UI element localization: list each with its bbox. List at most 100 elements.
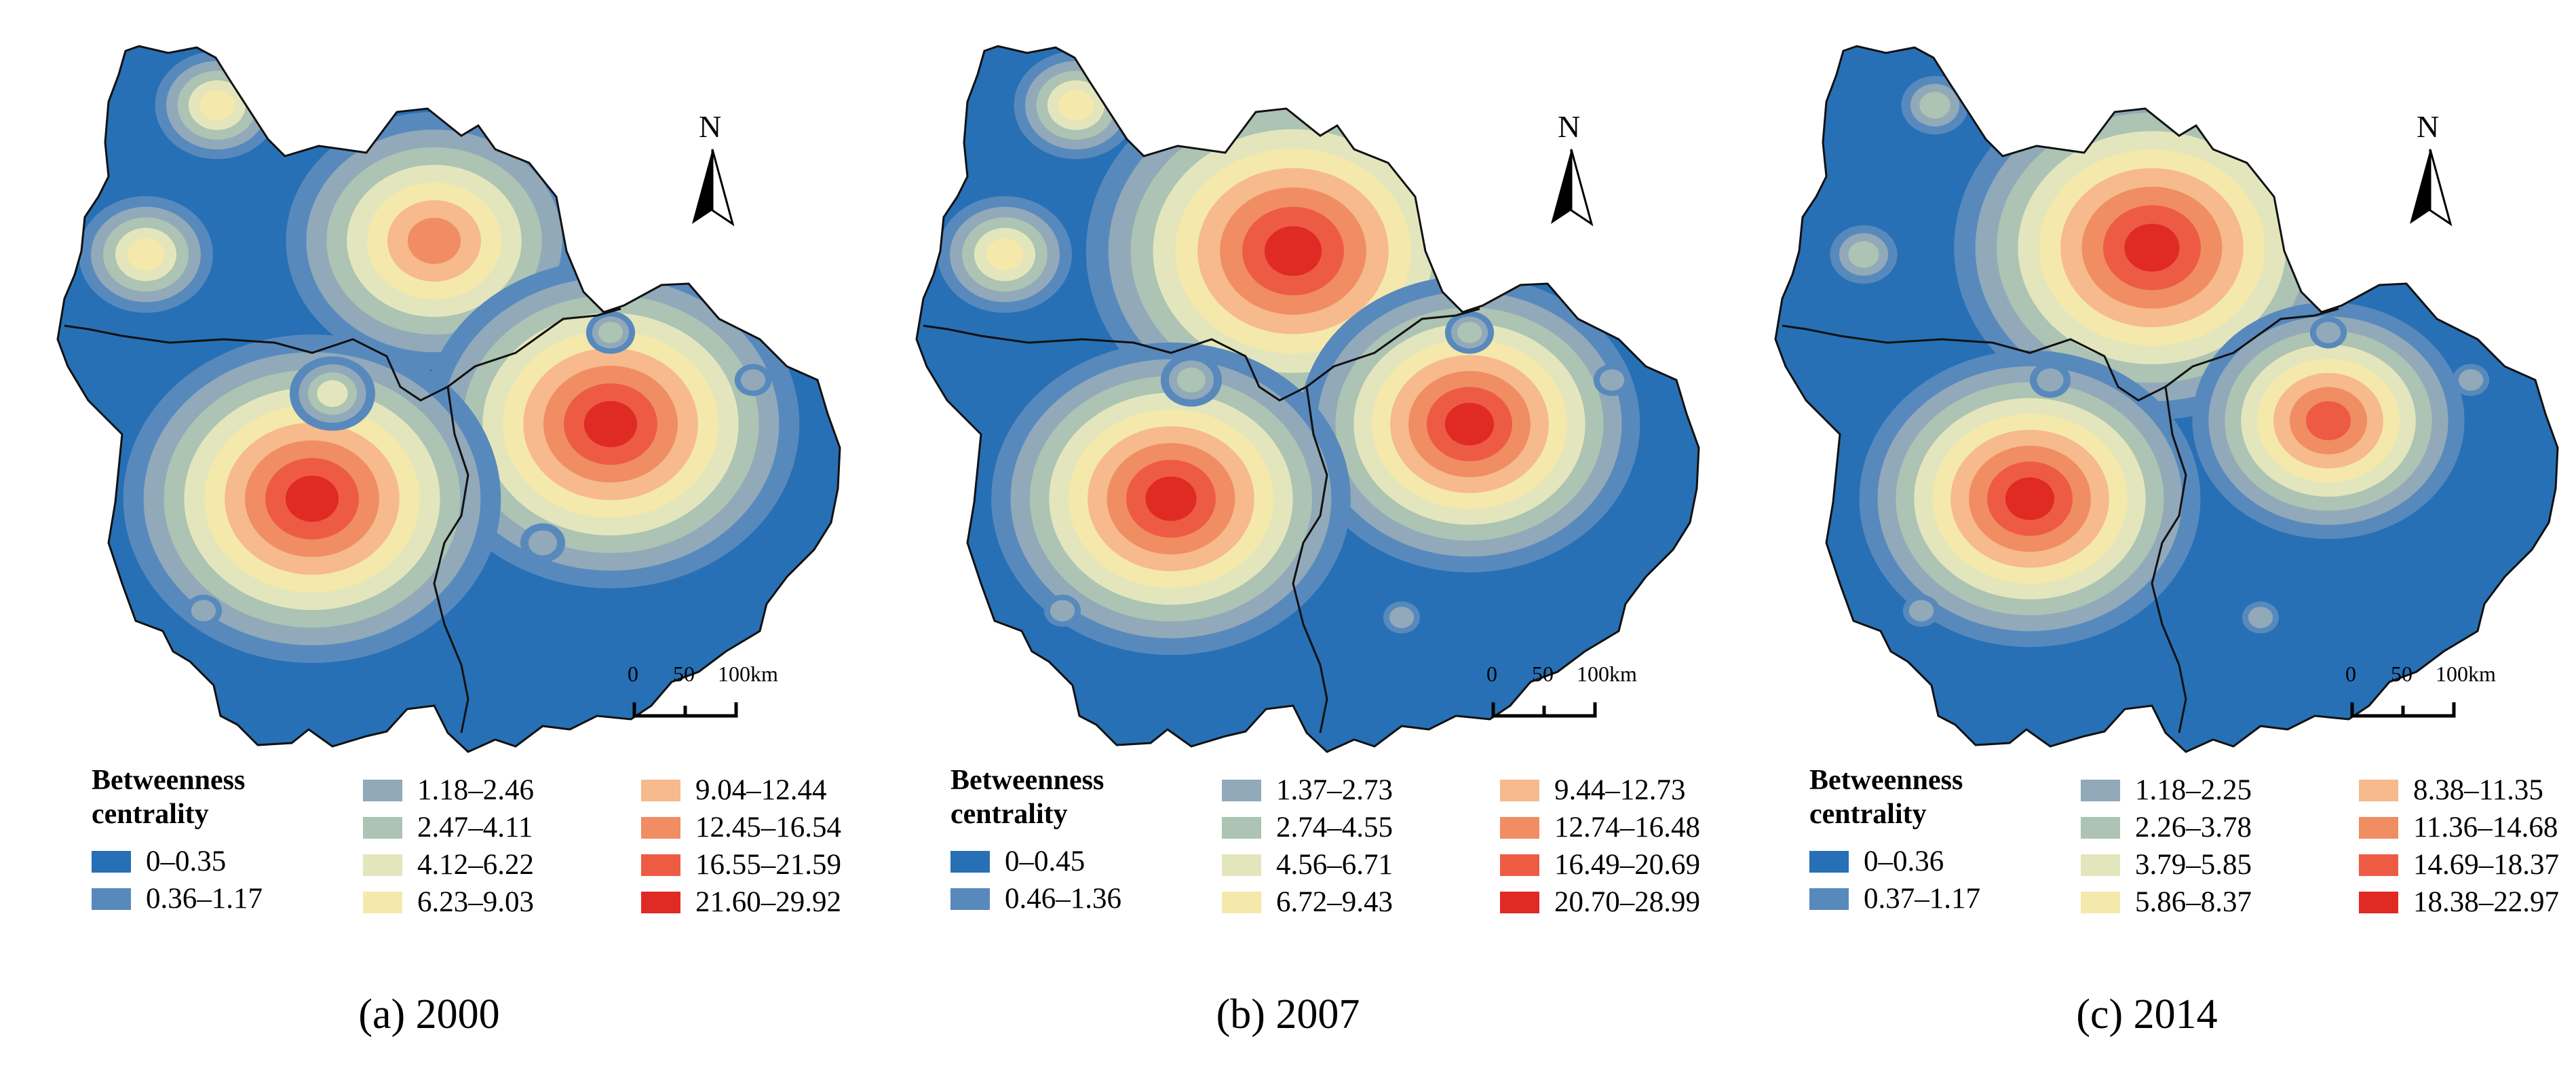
legend-label: 16.55–21.59 — [695, 849, 841, 881]
centrality-surface — [58, 46, 840, 752]
panel-caption: (a) 2000 — [358, 991, 500, 1038]
map-panel-1: N 0 50 100km Betweenness centrality 0–0.… — [0, 0, 858, 1085]
hotspot-ring-class-3 — [740, 369, 766, 391]
legend-swatch — [2359, 779, 2398, 801]
hotspot-10 — [1383, 601, 1421, 634]
legend-label: 0–0.36 — [1864, 845, 1944, 877]
hotspot-ring-class-10 — [1444, 402, 1495, 446]
north-arrow-icon — [692, 149, 735, 227]
hotspot-ring-class-6 — [127, 238, 165, 271]
legend-item-class-2: 0.37–1.17 — [1809, 882, 1980, 915]
hotspot-1 — [1954, 75, 2350, 420]
legend-swatch — [92, 850, 131, 873]
north-label: N — [2417, 109, 2440, 144]
hotspot-5 — [938, 196, 1072, 313]
legend-item-class-5: 3.79–5.85 — [2081, 848, 2252, 881]
hotspot-4 — [1901, 75, 1969, 135]
hotspot-ring-class-4 — [1848, 241, 1879, 268]
legend-swatch — [1222, 854, 1261, 876]
legend-item-class-2: 0.36–1.17 — [92, 882, 263, 915]
hotspot-10 — [2242, 601, 2280, 634]
legend-label: 21.60–29.92 — [695, 886, 841, 918]
legend-title-line2: centrality — [950, 799, 1068, 830]
hotspot-4 — [155, 51, 280, 159]
legend-swatch — [1222, 816, 1261, 839]
legend-item-class-6: 5.86–8.37 — [2081, 886, 2252, 919]
hotspot-3 — [1859, 350, 2201, 647]
hotspot-8 — [2452, 364, 2490, 396]
hotspot-ring-class-10 — [2124, 223, 2180, 272]
legend-item-class-5: 4.56–6.71 — [1222, 848, 1393, 881]
scale-label-100: 100km — [1577, 662, 1637, 686]
hotspot-ring-class-6 — [986, 238, 1024, 271]
legend-item-class-8: 12.45–16.54 — [641, 811, 841, 844]
north-arrow: N — [685, 109, 746, 237]
legend-item-class-1: 0–0.36 — [1809, 845, 1944, 878]
legend-label: 4.56–6.71 — [1276, 849, 1393, 881]
hotspot-5 — [1830, 225, 1898, 284]
scale-bar: 0 50 100km — [628, 662, 780, 723]
hotspot-ring-class-3 — [191, 600, 216, 622]
hotspot-ring-class-6 — [1058, 90, 1094, 121]
hotspot-6 — [289, 356, 376, 431]
legend-swatch — [950, 850, 990, 873]
province-boundary — [923, 307, 1480, 734]
legend-item-class-3: 1.18–2.25 — [2081, 774, 2252, 807]
map-panel-2: N 0 50 100km Betweenness centrality 0–0.… — [859, 0, 1717, 1085]
legend-swatch — [2359, 816, 2398, 839]
legend-label: 4.12–6.22 — [417, 849, 534, 881]
hotspot-7 — [1444, 311, 1495, 354]
hotspot-3 — [991, 342, 1351, 655]
legend-swatch — [2081, 854, 2120, 876]
scale-label-100: 100km — [2436, 662, 2496, 686]
hotspot-ring-class-10 — [2005, 477, 2055, 520]
north-arrow-icon — [2410, 149, 2453, 227]
hotspot-ring-class-3 — [2037, 368, 2064, 392]
legend-item-class-6: 6.72–9.43 — [1222, 886, 1393, 919]
legend-item-class-10: 18.38–22.97 — [2359, 886, 2559, 919]
centrality-map — [1774, 45, 2559, 753]
region-outline — [1774, 45, 2559, 753]
legend-label: 6.72–9.43 — [1276, 886, 1393, 918]
region-outline — [56, 45, 841, 753]
legend-swatch — [363, 816, 402, 839]
legend-label: 0–0.45 — [1005, 845, 1085, 877]
legend-title: Betweenness centrality — [92, 763, 245, 831]
hotspot-6 — [1160, 353, 1223, 407]
legend-swatch — [1222, 779, 1261, 801]
legend-swatch — [641, 816, 680, 839]
legend-label: 12.74–16.48 — [1554, 812, 1700, 843]
hotspot-ring-class-5 — [317, 380, 348, 407]
legend-swatch — [1500, 779, 1539, 801]
legend-swatch — [2359, 891, 2398, 913]
legend-title-line2: centrality — [1809, 799, 1927, 830]
region-outline — [915, 45, 1700, 753]
legend-label: 2.26–3.78 — [2135, 812, 2252, 843]
legend-label: 12.45–16.54 — [695, 812, 841, 843]
scale-label-0: 0 — [1486, 662, 1497, 686]
hotspot-ring-class-10 — [583, 401, 638, 447]
legend-label: 3.79–5.85 — [2135, 849, 2252, 881]
hotspot-ring-class-10 — [1145, 476, 1197, 521]
legend-swatch — [92, 888, 131, 910]
hotspot-ring-class-3 — [2458, 369, 2484, 391]
legend-swatch — [1222, 891, 1261, 913]
legend-swatch — [2081, 891, 2120, 913]
hotspot-10 — [520, 523, 566, 563]
scale-bar: 0 50 100km — [2345, 662, 2498, 723]
legend-item-class-8: 12.74–16.48 — [1500, 811, 1700, 844]
legend-title-line1: Betweenness — [1809, 765, 1963, 796]
legend-label: 1.18–2.46 — [417, 774, 534, 806]
hotspot-ring-class-9 — [2305, 401, 2351, 440]
hotspot-ring-class-4 — [1176, 367, 1206, 393]
legend-label: 11.36–14.68 — [2413, 812, 2558, 843]
legend-swatch — [2081, 779, 2120, 801]
hotspot-8 — [1593, 364, 1631, 396]
legend-swatch — [2359, 854, 2398, 876]
legend-item-class-9: 14.69–18.37 — [2359, 848, 2559, 881]
legend-item-class-4: 2.74–4.55 — [1222, 811, 1393, 844]
hotspot-ring-class-6 — [199, 90, 235, 121]
hotspot-3 — [123, 335, 501, 663]
centrality-surface — [917, 46, 1699, 752]
panel-caption: (b) 2007 — [1216, 991, 1360, 1038]
